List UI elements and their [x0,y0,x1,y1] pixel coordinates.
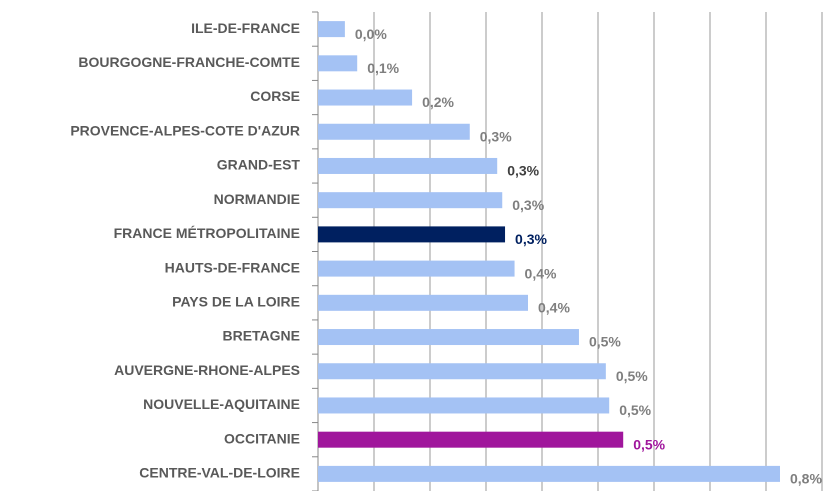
value-label: 0,5% [616,368,648,384]
value-label: 0,3% [512,197,544,213]
bar [318,21,345,38]
value-label: 0,3% [480,128,512,144]
value-label: 0,2% [422,94,454,110]
bar [318,89,413,106]
category-label: NOUVELLE-AQUITAINE [143,396,300,412]
value-label: 0,3% [515,231,547,247]
value-label: 0,5% [589,334,621,350]
value-label: 0,4% [538,300,570,316]
category-label: ILE-DE-FRANCE [191,20,300,36]
bar [318,55,358,72]
category-label: GRAND-EST [217,157,301,173]
bar [318,157,498,174]
value-label: 0,4% [525,265,557,281]
value-label: 0,5% [633,436,665,452]
category-label: OCCITANIE [224,430,300,446]
value-label: 0,3% [507,163,539,179]
category-label: AUVERGNE-RHONE-ALPES [114,362,300,378]
bar [318,192,503,209]
bar [318,260,515,277]
value-label: 0,5% [619,402,651,418]
category-label: BOURGOGNE-FRANCHE-COMTE [78,54,300,70]
bar [318,123,470,140]
value-label: 0,8% [790,471,822,487]
bar [318,465,780,482]
bar [318,294,528,311]
category-label: CORSE [250,88,300,104]
bar [318,329,579,346]
value-label: 0,1% [367,60,399,76]
bar [318,397,610,414]
bar [318,363,606,380]
category-label: PROVENCE-ALPES-COTE D'AZUR [70,122,300,138]
value-label: 0,0% [355,26,387,42]
category-label: HAUTS-DE-FRANCE [165,259,300,275]
category-label: NORMANDIE [214,191,300,207]
bar [318,431,624,448]
category-label: FRANCE MÉTROPOLITAINE [114,225,300,241]
category-label: BRETAGNE [222,328,300,344]
category-label: CENTRE-VAL-DE-LOIRE [139,465,300,481]
bar [318,226,506,243]
category-label: PAYS DE LA LOIRE [172,294,300,310]
